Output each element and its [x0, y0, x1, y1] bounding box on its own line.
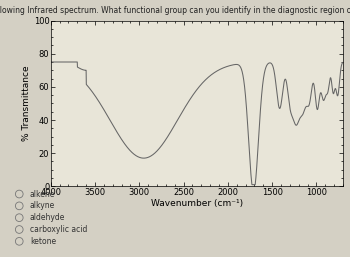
- Text: aldehyde: aldehyde: [30, 213, 65, 222]
- Text: carboxylic acid: carboxylic acid: [30, 225, 87, 234]
- Y-axis label: % Transmittance: % Transmittance: [22, 66, 31, 141]
- Text: alkene: alkene: [30, 189, 55, 199]
- Text: alkyne: alkyne: [30, 201, 55, 210]
- X-axis label: Wavenumber (cm⁻¹): Wavenumber (cm⁻¹): [151, 199, 243, 208]
- Text: Consider the following Infrared spectrum. What functional group can you identify: Consider the following Infrared spectrum…: [0, 6, 350, 15]
- Text: ketone: ketone: [30, 237, 56, 246]
